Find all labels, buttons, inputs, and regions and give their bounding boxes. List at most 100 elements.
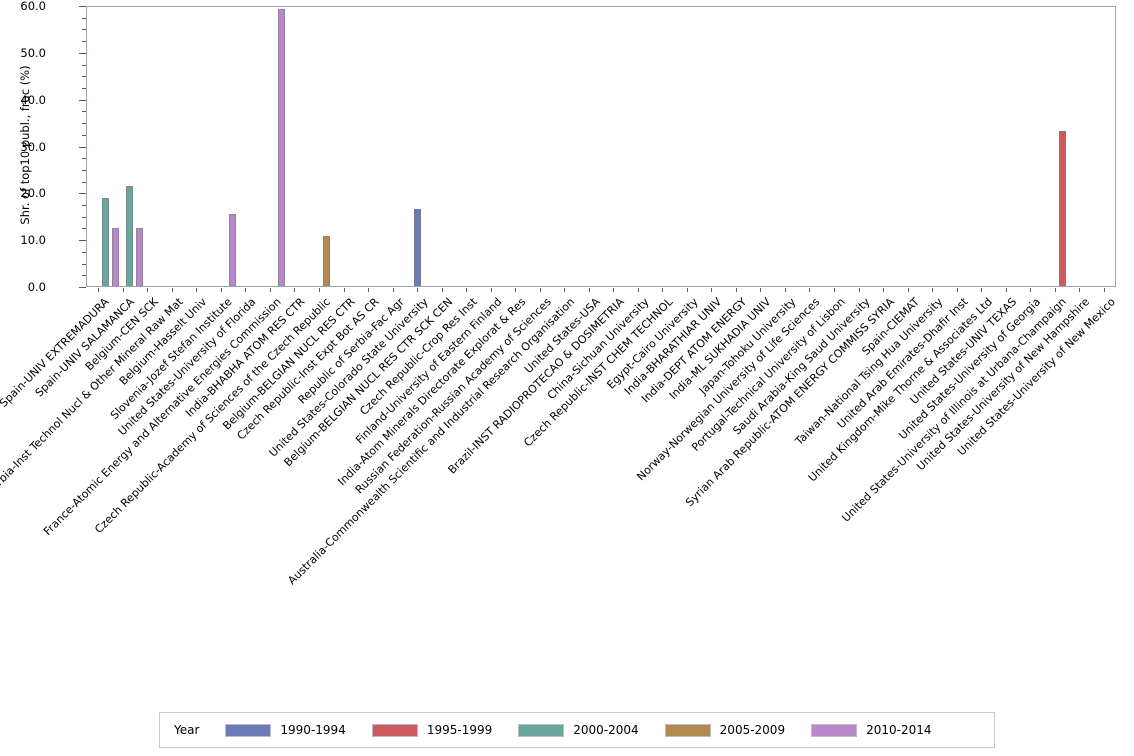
legend-label: 1990-1994	[280, 723, 346, 737]
x-tick-mark	[809, 288, 811, 292]
x-tick-label: Belgium-BELGIAN NUCL RES CTR SCK CEN	[281, 295, 455, 470]
x-tick-label: United States-Colorado State University	[266, 295, 431, 460]
x-tick-mark	[196, 288, 198, 292]
x-tick-label: United States-UNIV TEXAS	[907, 295, 1019, 407]
legend-swatch	[664, 723, 711, 737]
x-tick-mark	[318, 288, 320, 292]
legend-label: 2000-2004	[573, 723, 639, 737]
x-tick-label: Belgium-Hasselt Univ	[117, 295, 210, 388]
x-tick-label: India-BHARATHIAR UNIV	[622, 295, 725, 398]
x-tick-label: United Kingdom-Mike Thorne & Associates …	[805, 295, 996, 485]
x-tick-label: Japan-Tohoku University	[696, 295, 799, 398]
x-tick-mark	[490, 288, 492, 292]
y-tick-minor	[82, 169, 86, 171]
y-tick-minor	[82, 76, 86, 78]
x-tick-mark	[294, 288, 296, 292]
x-tick-label: India-DEPT ATOM ENERGY	[638, 295, 750, 406]
x-tick-mark	[735, 288, 737, 292]
y-tick-minor	[82, 87, 86, 89]
x-tick-mark	[1079, 288, 1081, 292]
y-tick-minor	[82, 228, 86, 230]
y-tick-mark	[79, 99, 86, 101]
x-tick-label: United States-University of New Mexico	[954, 295, 1118, 459]
x-tick-mark	[343, 288, 345, 292]
y-tick-minor	[82, 64, 86, 66]
x-tick-mark	[220, 288, 222, 292]
y-tick-minor	[82, 181, 86, 183]
x-tick-mark	[122, 288, 124, 292]
x-tick-mark	[662, 288, 664, 292]
x-tick-mark	[368, 288, 370, 292]
x-tick-label: Brazil-INST RADIOPROTECAO & DOSIMETRIA	[445, 295, 627, 477]
x-tick-mark	[932, 288, 934, 292]
y-tick-minor	[82, 111, 86, 113]
x-tick-mark	[392, 288, 394, 292]
y-tick-mark	[79, 240, 86, 242]
y-tick-label: 10.0	[20, 233, 46, 248]
legend-item[interactable]: 2000-2004	[518, 723, 639, 737]
x-tick-label: Australia-Commonwealth Scientific and In…	[285, 295, 578, 588]
x-tick-mark	[1005, 288, 1007, 292]
y-tick-label: 30.0	[20, 139, 46, 154]
y-tick-mark	[79, 52, 86, 54]
x-tick-mark	[147, 288, 149, 292]
bar	[413, 208, 421, 286]
y-tick-minor	[82, 134, 86, 136]
bar	[125, 186, 133, 286]
x-tick-mark	[1103, 288, 1105, 292]
x-tick-label: Czech Republic-Crop Res Inst	[357, 295, 480, 418]
y-tick-mark	[79, 146, 86, 148]
x-tick-label: Egypt-Cairo University	[604, 295, 701, 392]
x-tick-label: United Arab Emirates-Dhafir Inst	[834, 295, 971, 432]
legend-items: 1990-1994 1995-1999 2000-2004 2005-2009 2010…	[225, 723, 957, 737]
x-tick-label: United States-University of Georgia	[896, 295, 1044, 443]
y-tick-label: 50.0	[20, 45, 46, 60]
y-tick-minor	[82, 158, 86, 160]
x-tick-label: Russian Federation-Russian Academy of Sc…	[352, 295, 554, 497]
x-tick-label: Belgium-CEN SCK	[83, 295, 162, 374]
y-tick-minor	[82, 263, 86, 265]
x-tick-mark	[833, 288, 835, 292]
x-tick-mark	[588, 288, 590, 292]
x-tick-label: Spain-UNIV SALAMANCA	[32, 295, 137, 400]
x-tick-mark	[637, 288, 639, 292]
x-tick-mark	[417, 288, 419, 292]
legend-item[interactable]: 1990-1994	[225, 723, 346, 737]
x-tick-label: Norway-Norwegian University of Life Scie…	[634, 295, 823, 484]
x-tick-mark	[245, 288, 247, 292]
x-tick-label: United States-University of Florida	[116, 295, 259, 439]
x-tick-label: Slovenia-Jozef Stefan Institute	[107, 295, 235, 422]
x-tick-mark	[613, 288, 615, 292]
x-tick-mark	[981, 288, 983, 292]
x-tick-mark	[711, 288, 713, 292]
x-tick-mark	[441, 288, 443, 292]
x-tick-label: Belgium-BELGIAN NUCL RES CTR	[219, 295, 358, 433]
x-tick-mark	[883, 288, 885, 292]
x-tick-label: Republic of Serbia-Fac Agr	[295, 295, 407, 407]
legend-item[interactable]: 2005-2009	[664, 723, 786, 737]
x-tick-label: Spain-CIEMAT	[858, 295, 922, 358]
x-tick-label: India-ML SUKHADIA UNIV	[667, 295, 774, 403]
x-tick-mark	[907, 288, 909, 292]
legend-label: 1995-1999	[426, 723, 493, 737]
y-tick-label: 0.0	[27, 280, 46, 294]
legend-label: 2005-2009	[719, 723, 786, 737]
y-tick-minor	[82, 29, 86, 31]
legend-item[interactable]: 1995-1999	[371, 723, 493, 737]
bar-series-container	[87, 7, 1115, 286]
x-tick-label: Syrian Arab Republic-ATOM ENERGY COMMISS…	[683, 295, 897, 510]
x-tick-mark	[564, 288, 566, 292]
x-tick-mark	[539, 288, 541, 292]
bar	[112, 227, 119, 286]
x-tick-label: Czech Republic-Academy of Sciences of th…	[92, 295, 333, 537]
y-tick-label: 60.0	[20, 0, 46, 13]
x-tick-label: Czech Republic-Inst Expt Bot AS CR	[234, 295, 382, 443]
x-tick-label: France-Atomic Energy and Alternative Ene…	[40, 295, 284, 538]
x-tick-mark	[269, 288, 271, 292]
x-tick-label: Portugal-Technical University of Lisbon	[689, 295, 848, 454]
legend: Year 1990-1994 1995-1999 2000-2004 2005-200…	[159, 712, 995, 748]
bar	[228, 214, 236, 286]
y-tick-minor	[82, 17, 86, 19]
bar	[278, 9, 285, 286]
legend-item[interactable]: 2010-2014	[811, 723, 932, 737]
